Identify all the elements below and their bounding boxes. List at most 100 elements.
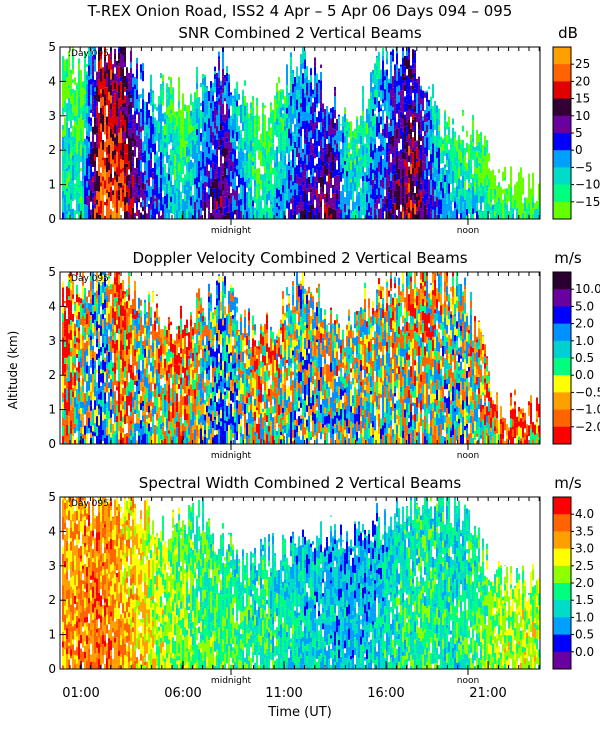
heatmap-cell xyxy=(212,201,214,206)
heatmap-cell xyxy=(118,77,120,85)
heatmap-cell xyxy=(138,151,140,160)
heatmap-cell xyxy=(82,408,84,414)
heatmap-cell xyxy=(110,341,112,352)
heatmap-cell xyxy=(330,171,332,180)
heatmap-cell xyxy=(120,350,122,356)
heatmap-cell xyxy=(82,130,84,142)
heatmap-cell xyxy=(448,126,450,136)
heatmap-cell xyxy=(482,210,484,219)
heatmap-cell xyxy=(98,118,100,129)
heatmap-cell xyxy=(292,153,294,159)
heatmap-cell xyxy=(440,214,442,219)
heatmap-cell xyxy=(420,137,422,141)
heatmap-cell xyxy=(154,117,156,127)
heatmap-cell xyxy=(150,209,152,219)
heatmap-cell xyxy=(330,146,332,153)
heatmap-cell xyxy=(64,140,66,147)
heatmap-cell xyxy=(430,129,432,134)
heatmap-cell xyxy=(372,99,374,109)
heatmap-cell xyxy=(488,187,490,198)
heatmap-cell xyxy=(138,130,140,136)
heatmap-cell xyxy=(226,98,228,104)
heatmap-cell xyxy=(90,125,92,132)
heatmap-cell xyxy=(66,294,68,300)
heatmap-cell xyxy=(76,284,78,295)
heatmap-cell xyxy=(136,405,138,414)
heatmap-cell xyxy=(70,79,72,86)
heatmap-cell xyxy=(258,154,260,160)
heatmap-cell xyxy=(84,89,86,95)
heatmap-cell xyxy=(86,144,88,154)
heatmap-cell xyxy=(360,154,362,159)
heatmap-cell xyxy=(226,155,228,161)
y-tick-label: 5 xyxy=(48,40,56,54)
heatmap-cell xyxy=(66,121,68,133)
heatmap-cell xyxy=(82,308,84,316)
heatmap-cell xyxy=(144,368,146,377)
heatmap-cell xyxy=(76,187,78,191)
heatmap-cell xyxy=(92,157,94,167)
heatmap-cell xyxy=(178,89,180,101)
heatmap-cell xyxy=(122,55,124,61)
heatmap-cell xyxy=(122,192,124,202)
heatmap-cell xyxy=(222,103,224,115)
heatmap-cell xyxy=(234,113,236,123)
heatmap-cell xyxy=(302,47,304,53)
heatmap-cell xyxy=(464,199,466,203)
heatmap-cell xyxy=(204,140,206,148)
heatmap-cell xyxy=(170,196,172,203)
heatmap-cell xyxy=(108,275,110,279)
heatmap-cell xyxy=(446,121,448,130)
heatmap-cell xyxy=(66,204,68,211)
heatmap-cell xyxy=(468,191,470,195)
heatmap-cell xyxy=(216,155,218,165)
heatmap-cell xyxy=(284,171,286,178)
heatmap-cell xyxy=(432,209,434,219)
heatmap-cell xyxy=(312,113,314,124)
heatmap-cell xyxy=(522,182,524,186)
heatmap-cell xyxy=(90,391,92,401)
heatmap-cell xyxy=(72,146,74,156)
heatmap-cell xyxy=(438,187,440,192)
heatmap-cell xyxy=(88,153,90,157)
heatmap-cell xyxy=(138,318,140,325)
heatmap-cell xyxy=(488,153,490,154)
heatmap-cell xyxy=(108,176,110,184)
heatmap-cell xyxy=(134,122,136,129)
heatmap-cell xyxy=(392,181,394,185)
heatmap-cell xyxy=(98,408,100,415)
heatmap-cell xyxy=(178,200,180,212)
heatmap-cell xyxy=(110,144,112,153)
heatmap-cell xyxy=(88,398,90,406)
heatmap-cell xyxy=(268,184,270,191)
heatmap-cell xyxy=(118,400,120,405)
heatmap-cell xyxy=(160,186,162,193)
heatmap-cell xyxy=(230,203,232,212)
heatmap-cell xyxy=(70,398,72,406)
heatmap-cell xyxy=(432,179,434,187)
heatmap-cell xyxy=(220,162,222,167)
heatmap-cell xyxy=(304,154,306,159)
heatmap-cell xyxy=(122,320,124,328)
heatmap-cell xyxy=(194,170,196,179)
heatmap-cell xyxy=(110,396,112,402)
heatmap-cell xyxy=(470,140,472,152)
heatmap-cell xyxy=(64,136,66,141)
heatmap-cell xyxy=(144,404,146,415)
heatmap-cell xyxy=(314,122,316,129)
heatmap-cell xyxy=(362,93,364,98)
heatmap-cell xyxy=(166,98,168,108)
heatmap-cell xyxy=(142,109,144,120)
heatmap-cell xyxy=(88,195,90,199)
heatmap-cell xyxy=(346,122,348,126)
heatmap-cell xyxy=(392,96,394,108)
heatmap-cell xyxy=(134,172,136,184)
heatmap-cell xyxy=(126,416,128,424)
heatmap-cell xyxy=(306,111,308,121)
heatmap-cell xyxy=(436,157,438,170)
heatmap-cell xyxy=(152,123,154,135)
heatmap-cell xyxy=(338,130,340,135)
heatmap-cell xyxy=(388,83,390,93)
heatmap-cell xyxy=(316,135,318,141)
heatmap-cell xyxy=(388,175,390,181)
